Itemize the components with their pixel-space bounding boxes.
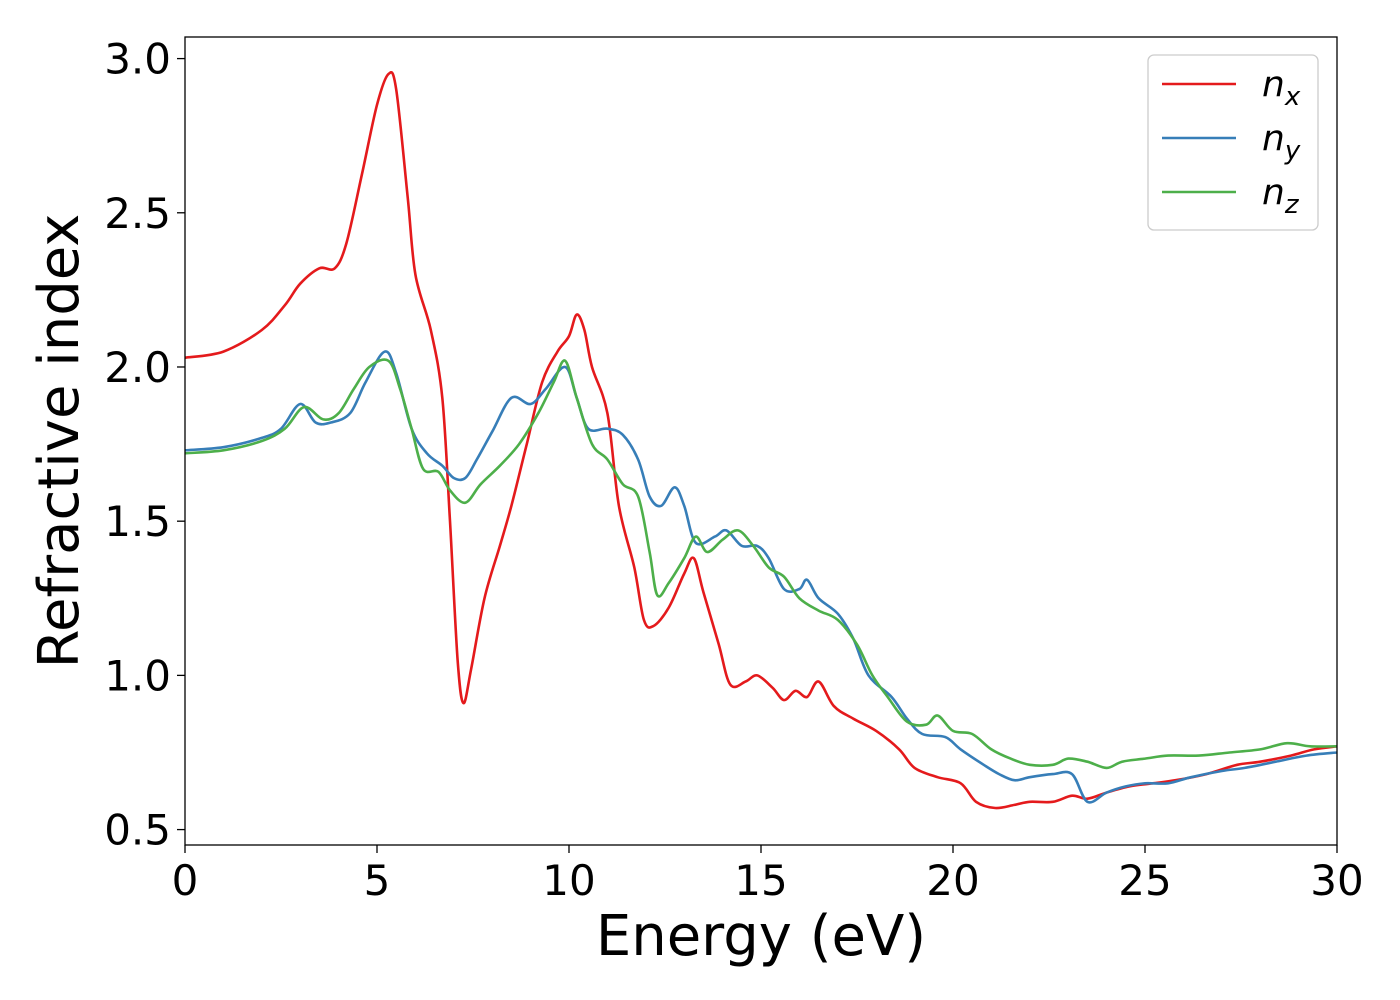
legend-label-z: nz xyxy=(1262,172,1300,220)
y-tick-label: 2.5 xyxy=(104,189,171,238)
y-tick-label: 0.5 xyxy=(104,806,171,855)
x-tick-label: 0 xyxy=(172,856,199,905)
series-line-n-z xyxy=(185,358,1337,770)
x-axis-title: Energy (eV) xyxy=(596,904,926,969)
legend: nx ny nz xyxy=(1147,54,1319,231)
x-tick-label: 10 xyxy=(542,856,595,905)
y-axis: 0.5 1.0 1.5 2.0 2.5 3.0 xyxy=(104,35,185,855)
y-tick-label: 3.0 xyxy=(104,35,171,84)
plot-background xyxy=(185,37,1337,845)
x-tick-label: 20 xyxy=(926,856,979,905)
x-tick-label: 15 xyxy=(734,856,787,905)
x-tick-label: 25 xyxy=(1118,856,1171,905)
y-tick-label: 2.0 xyxy=(104,343,171,392)
legend-label-y: ny xyxy=(1262,118,1301,166)
y-axis-title: Refractive index xyxy=(27,214,92,669)
legend-label-x: nx xyxy=(1262,64,1301,112)
legend-box xyxy=(1147,54,1319,231)
x-tick-label: 30 xyxy=(1310,856,1363,905)
series-layer xyxy=(185,71,1337,810)
series-line-n-x xyxy=(185,71,1337,810)
x-tick-label: 5 xyxy=(364,856,391,905)
y-tick-label: 1.0 xyxy=(104,651,171,700)
y-tick-label: 1.5 xyxy=(104,497,171,546)
x-axis: 0 5 10 15 20 25 30 xyxy=(172,845,1364,905)
